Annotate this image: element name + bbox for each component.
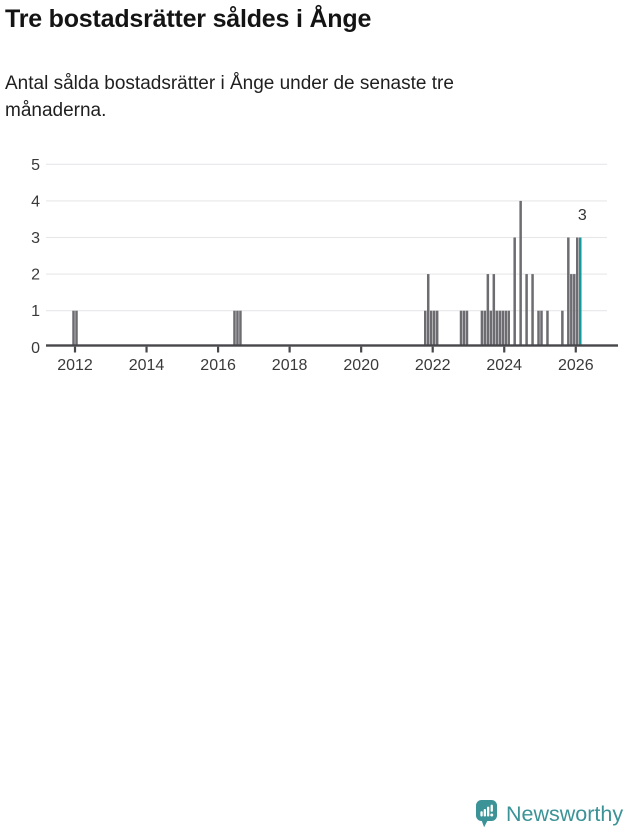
bar-2022-01: [432, 310, 436, 346]
x-axis-line: [46, 344, 618, 347]
bar-2021-10: [424, 310, 427, 346]
x-tick-label: 2016: [200, 357, 236, 374]
bar-highlight-2026-02: [579, 237, 582, 346]
chart-subtitle: Antal sålda bostadsrätter i Ånge under d…: [5, 73, 454, 121]
y-axis: 0 1 2 3 4 5: [31, 157, 40, 357]
plot-area: 2012 2014 2016 2018 2020 2022 2024 2026 0 1 2 3 4 5 3: [0, 0, 631, 400]
bar-2023-06: [483, 310, 487, 346]
y-tick-label: 1: [31, 303, 40, 320]
bar-2024-12: [537, 310, 540, 346]
bars: [72, 200, 582, 346]
x-tick-label: 2026: [558, 357, 594, 374]
bar-2022-12: [465, 310, 469, 346]
y-tick-label: 2: [31, 267, 40, 284]
bar-2025-01: [540, 310, 543, 346]
x-tick: [360, 346, 363, 353]
brand-footer: Newsworthy: [0, 398, 631, 828]
bar-2016-06: [233, 310, 236, 346]
gridline: [46, 273, 607, 275]
x-axis: 2012 2014 2016 2018 2020 2022 2024 2026: [46, 344, 618, 374]
bar-2024-02: [507, 310, 510, 346]
x-tick: [145, 346, 148, 353]
x-tick-label: 2020: [343, 357, 379, 374]
bar-2023-05: [480, 310, 484, 346]
bar-2024-01: [504, 310, 507, 346]
bar-2021-12: [429, 310, 433, 346]
gridline: [46, 236, 607, 239]
x-tick-label: 2024: [486, 357, 522, 374]
bar-2025-12: [573, 274, 576, 346]
bar-2016-08: [239, 310, 242, 346]
bar-2024-10: [531, 274, 534, 346]
chart-title: Tre bostadsrätter såldes i Ånge: [5, 5, 372, 33]
y-tick-label: 0: [31, 340, 40, 357]
bar-2026-01: [576, 237, 579, 346]
bar-2024-08: [525, 274, 528, 346]
bar-2023-07: [486, 274, 490, 346]
bar-2012-01: [75, 310, 78, 346]
gridline: [46, 163, 607, 165]
bar-2011-12: [72, 310, 75, 346]
x-tick: [431, 346, 434, 353]
bar-2025-10: [567, 237, 570, 346]
x-tick-label: 2012: [57, 357, 93, 374]
bar-2023-12: [501, 310, 504, 346]
bar-2022-02: [435, 310, 439, 346]
bar-2023-11: [498, 310, 502, 346]
bar-2022-10: [459, 310, 463, 346]
bar-2022-11: [462, 310, 466, 346]
newsworthy-logo-icon: [476, 800, 497, 833]
bar-2023-10: [495, 310, 499, 346]
x-tick-label: 2014: [129, 357, 165, 374]
gridline: [46, 200, 607, 202]
bar-2025-11: [570, 274, 573, 346]
y-tick-label: 4: [31, 193, 40, 210]
bar-2023-09: [492, 274, 496, 346]
y-tick-label: 3: [31, 230, 40, 247]
bar-2024-06: [519, 200, 522, 346]
x-tick-label: 2022: [415, 357, 451, 374]
bar-2025-03: [546, 310, 549, 346]
annotation-label: 3: [578, 207, 587, 224]
x-tick-label: 2018: [272, 357, 308, 374]
x-tick: [73, 346, 77, 353]
y-tick-label: 5: [31, 157, 40, 174]
bar-2023-08: [489, 310, 493, 346]
gridlines: [46, 163, 607, 312]
bar-2021-11: [426, 274, 430, 346]
gridline: [46, 310, 607, 312]
x-tick: [288, 346, 291, 353]
bar-2016-07: [236, 310, 239, 346]
bar-2024-04: [513, 237, 516, 346]
x-tick: [503, 346, 506, 353]
brand-name: Newsworthy: [506, 802, 624, 826]
bar-2025-08: [561, 310, 564, 346]
x-tick: [574, 346, 577, 353]
x-tick: [216, 346, 220, 353]
